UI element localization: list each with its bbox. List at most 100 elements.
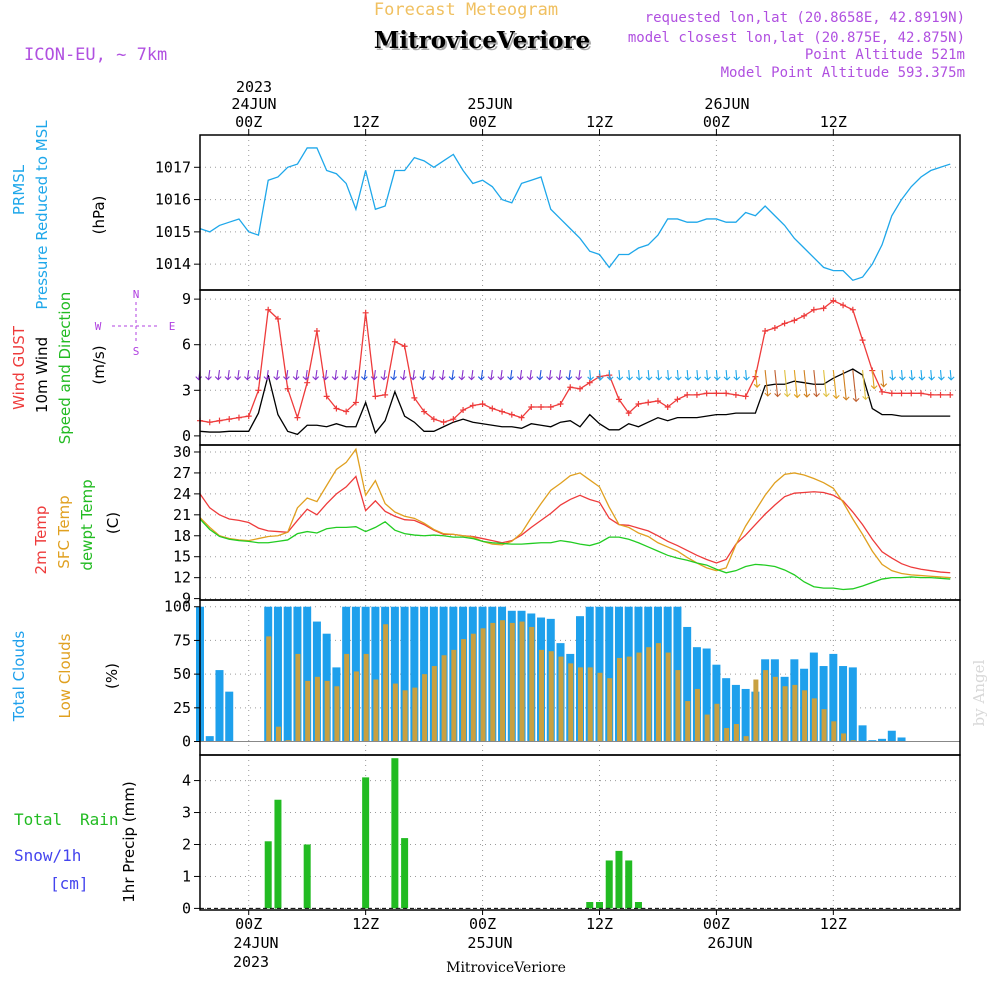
direction-arrow [608, 370, 611, 380]
date-bottom-3: 26JUN [707, 934, 752, 952]
direction-arrow [246, 369, 250, 380]
low-cloud-bar [490, 622, 496, 742]
direction-arrow-head [526, 376, 534, 381]
label-hpa: (hPa) [90, 196, 108, 235]
label-rain: Rain [80, 810, 119, 829]
direction-arrow-head [606, 376, 614, 381]
gust-point [849, 306, 856, 313]
wind-speed-line [199, 368, 951, 436]
total-cloud-bar [390, 606, 399, 742]
gust-point [226, 416, 233, 423]
year-bottom: 2023 [233, 953, 269, 971]
direction-arrow [667, 370, 670, 380]
temp-ytick-label: 18 [173, 527, 191, 545]
watermark: by Angel [970, 659, 988, 726]
low-cloud-bar [500, 620, 506, 742]
low-cloud-bar [821, 709, 827, 742]
gust-point [801, 312, 808, 319]
direction-arrow [696, 370, 699, 380]
label-total: Total [14, 810, 62, 829]
total-cloud-bar [819, 666, 828, 742]
gust-point [586, 379, 593, 386]
gust-point [937, 391, 944, 398]
label-pressure-msl: Pressure Reduced to MSL [33, 120, 51, 310]
direction-arrow-head [380, 376, 388, 381]
direction-arrow-head [370, 376, 378, 381]
direction-arrow-head [351, 376, 358, 381]
direction-arrow-head [331, 376, 339, 381]
direction-arrow-head [360, 376, 368, 381]
direction-arrow [774, 370, 779, 397]
direction-arrow-head [312, 376, 320, 381]
direction-arrow [949, 370, 952, 380]
model-name: ICON-EU, ~ 7km [24, 45, 167, 65]
direction-arrow [647, 370, 650, 380]
total-cloud-bar [371, 606, 380, 742]
gust-point [908, 390, 915, 397]
gust-point [508, 411, 515, 418]
label-percent: (%) [103, 663, 121, 689]
direction-arrow [500, 369, 503, 380]
low-cloud-bar [266, 636, 272, 742]
direction-arrow [266, 369, 269, 380]
temp-ytick-label: 27 [173, 464, 191, 482]
top-hour-label: 12Z [352, 113, 379, 131]
direction-arrow [295, 369, 298, 380]
gust-point [859, 337, 866, 344]
direction-arrow [657, 370, 660, 380]
direction-arrow-head [918, 376, 926, 381]
bottom-hour-label: 12Z [352, 915, 379, 933]
top-hour-label: 12Z [586, 113, 613, 131]
subtitle: Forecast Meteogram [374, 0, 558, 20]
gust-point [927, 391, 934, 398]
low-cloud-bar [802, 690, 808, 742]
direction-arrow-head [390, 376, 397, 381]
gust-point [313, 328, 320, 335]
label-total-clouds: Total Clouds [10, 631, 28, 723]
gust-point [430, 416, 437, 423]
total-cloud-bar [303, 606, 312, 742]
gust-point [684, 391, 691, 398]
low-cloud-bar [724, 728, 730, 742]
gust-point [469, 402, 476, 409]
direction-arrow [686, 370, 689, 380]
direction-arrow [412, 369, 415, 380]
bottom-hour-label: 00Z [703, 915, 730, 933]
low-cloud-bar [772, 676, 778, 742]
low-cloud-bar [285, 740, 291, 742]
compass-s: S [133, 345, 140, 358]
low-cloud-bar [811, 698, 817, 742]
year-top: 2023 [236, 78, 272, 96]
low-cloud-bar [402, 690, 408, 742]
total-cloud-bar [712, 664, 721, 742]
temp-ytick-label: 30 [173, 443, 191, 461]
direction-arrow-head [774, 393, 781, 398]
direction-arrow [315, 369, 318, 380]
direction-arrow [578, 369, 581, 380]
temp-frame [199, 444, 961, 601]
label-1hr-precip: 1hr Precip (mm) [120, 781, 138, 902]
direction-arrow-head [616, 376, 624, 381]
direction-arrow [529, 369, 532, 380]
direction-arrow [900, 370, 903, 380]
gust-point [294, 414, 301, 421]
label-wind-gust: Wind GUST [10, 325, 28, 410]
direction-arrow [676, 370, 679, 380]
direction-arrow [930, 370, 933, 380]
low-cloud-bar [353, 671, 359, 742]
gust-point [947, 391, 954, 398]
pressure-ytick-label: 1015 [155, 223, 191, 241]
direction-arrow-head [723, 376, 731, 381]
direction-arrow-head [263, 376, 271, 381]
direction-arrow [256, 369, 260, 380]
gust-point [567, 384, 574, 391]
gust-point [265, 306, 272, 313]
direction-arrow-head [399, 376, 407, 381]
rain-bar [303, 844, 311, 909]
gust-point [888, 390, 895, 397]
direction-arrow [881, 370, 885, 387]
precip-ytick-label: 2 [182, 835, 191, 853]
direction-arrow [842, 370, 847, 400]
precip-frame [199, 754, 961, 911]
